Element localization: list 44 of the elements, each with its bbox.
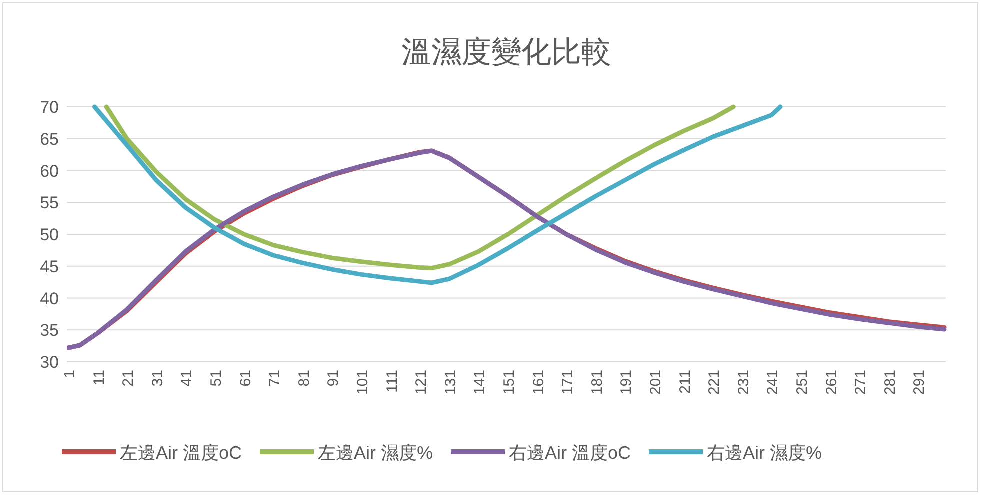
x-tick-label: 81 — [296, 370, 313, 387]
x-tick-label: 291 — [911, 370, 928, 396]
x-tick-label: 61 — [237, 370, 254, 387]
x-tick-label: 171 — [560, 370, 577, 396]
y-tick-label: 55 — [40, 194, 59, 213]
y-tick-label: 40 — [40, 289, 59, 308]
legend-label: 左邊Air 濕度% — [318, 443, 434, 463]
x-tick-label: 271 — [852, 370, 870, 396]
x-tick-label: 1 — [61, 370, 78, 378]
legend-label: 右邊Air 濕度% — [707, 443, 822, 463]
x-tick-label: 281 — [882, 370, 899, 396]
legend-label: 右邊Air 溫度oC — [509, 443, 632, 463]
x-tick-label: 31 — [149, 370, 166, 387]
x-tick-label: 241 — [764, 370, 782, 396]
x-tick-label: 21 — [120, 370, 138, 387]
x-tick-label: 191 — [618, 370, 636, 396]
x-tick-label: 181 — [588, 370, 606, 396]
x-tick-label: 161 — [530, 370, 548, 396]
y-tick-label: 70 — [40, 98, 59, 117]
x-tick-label: 231 — [735, 370, 752, 396]
chart-title: 溫濕度變化比較 — [402, 36, 612, 69]
x-tick-label: 211 — [676, 370, 694, 394]
y-tick-label: 30 — [40, 353, 59, 372]
x-tick-label: 71 — [266, 370, 284, 387]
legend-label: 左邊Air 溫度oC — [120, 443, 242, 463]
x-tick-label: 101 — [354, 370, 372, 396]
x-tick-label: 121 — [413, 370, 430, 396]
x-tick-label: 221 — [706, 370, 724, 396]
x-tick-label: 131 — [442, 370, 460, 396]
y-tick-label: 45 — [40, 257, 59, 276]
y-tick-label: 35 — [40, 321, 59, 340]
x-tick-label: 261 — [823, 370, 840, 396]
x-tick-label: 111 — [384, 370, 401, 393]
y-tick-label: 65 — [40, 130, 59, 149]
x-tick-label: 91 — [325, 370, 342, 387]
x-tick-label: 251 — [794, 370, 811, 396]
x-tick-label: 11 — [90, 370, 108, 386]
x-tick-label: 41 — [178, 370, 196, 387]
x-tick-label: 151 — [500, 370, 518, 396]
x-tick-label: 201 — [647, 370, 664, 396]
y-tick-label: 50 — [40, 226, 59, 244]
x-tick-label: 141 — [472, 370, 489, 396]
y-tick-label: 60 — [40, 162, 59, 181]
x-tick-label: 51 — [208, 370, 225, 387]
